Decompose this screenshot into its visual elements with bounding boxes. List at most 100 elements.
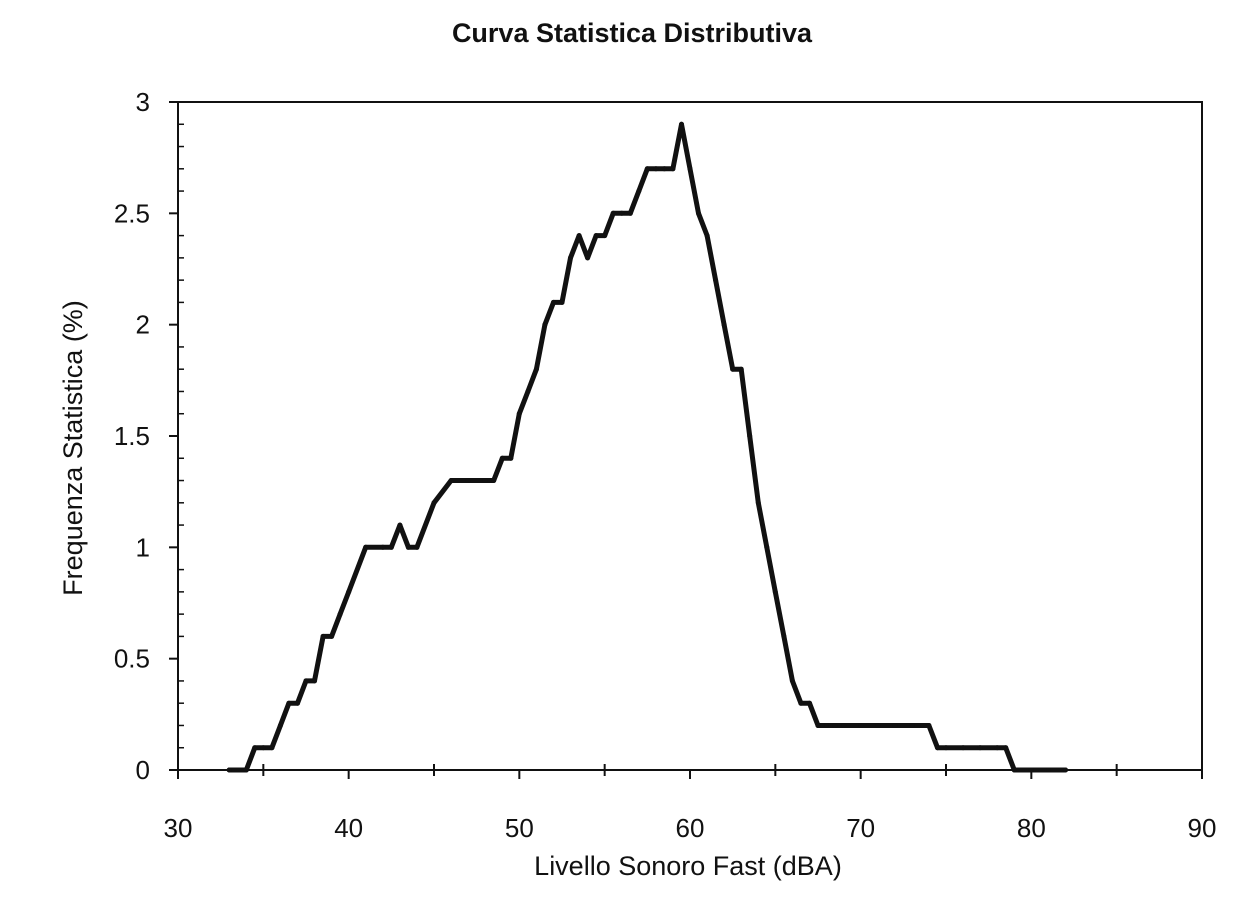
data-point <box>602 233 608 239</box>
data-point <box>935 745 940 751</box>
data-point <box>841 723 847 728</box>
data-point <box>713 277 719 283</box>
data-point <box>482 478 488 483</box>
y-tick-label: 2.5 <box>114 198 150 228</box>
data-point <box>388 544 394 550</box>
x-tick-label: 70 <box>846 813 875 843</box>
data-point <box>627 210 633 216</box>
data-point <box>1011 767 1017 773</box>
data-point <box>670 166 676 172</box>
data-point <box>636 188 642 194</box>
data-point <box>730 366 736 372</box>
x-axis: 30 40 50 60 70 80 90 <box>164 764 1217 843</box>
data-point <box>397 522 403 528</box>
y-axis-label: Frequenza Statistica (%) <box>58 300 88 596</box>
data-point <box>994 745 1000 751</box>
data-point <box>960 745 966 751</box>
data-point <box>585 255 591 261</box>
data-point <box>1045 767 1051 773</box>
data-point <box>568 255 573 261</box>
data-point <box>260 745 266 751</box>
data-point <box>687 166 693 172</box>
data-point <box>738 366 744 372</box>
x-tick-label: 90 <box>1188 813 1217 843</box>
y-tick-label: 0 <box>136 755 150 785</box>
data-point <box>303 678 309 684</box>
data-point <box>465 478 471 483</box>
data-point <box>661 166 667 172</box>
data-point <box>653 166 659 172</box>
data-point <box>824 723 829 728</box>
data-point <box>755 500 761 506</box>
data-point <box>832 723 838 728</box>
y-tick-label: 2 <box>136 310 150 340</box>
plot-area-frame <box>177 101 1203 771</box>
data-point <box>892 723 898 728</box>
data-point <box>764 544 770 550</box>
data-point <box>499 455 505 461</box>
data-point <box>943 745 949 751</box>
x-tick-label: 40 <box>334 813 363 843</box>
data-point <box>380 544 386 550</box>
data-point <box>243 767 249 773</box>
data-point <box>909 723 915 728</box>
x-tick-label: 30 <box>164 813 193 843</box>
data-point <box>533 366 539 372</box>
data-point <box>772 589 778 595</box>
data-point <box>320 633 326 639</box>
data-point <box>286 700 292 706</box>
data-point <box>516 411 522 417</box>
data-point <box>1028 767 1034 773</box>
data-point <box>269 745 275 751</box>
y-axis: 0 0.5 1 1.5 2 2.5 3 <box>114 87 184 785</box>
data-point <box>346 589 352 595</box>
data-point <box>551 299 556 305</box>
y-tick-label: 0.5 <box>114 644 150 674</box>
data-point <box>337 611 343 617</box>
data-point <box>815 723 821 728</box>
y-tick-label: 1.5 <box>114 421 150 451</box>
data-point <box>542 322 548 328</box>
data-point <box>781 633 787 639</box>
data-point <box>798 700 804 706</box>
x-tick-label: 60 <box>676 813 705 843</box>
data-point <box>252 745 258 751</box>
data-point <box>593 233 599 239</box>
data-point <box>926 723 932 728</box>
data-point <box>721 322 727 328</box>
data-point <box>448 478 454 483</box>
y-tick-label: 3 <box>136 87 150 117</box>
data-point <box>414 544 420 550</box>
data-point <box>858 723 864 728</box>
data-point <box>875 723 881 728</box>
data-point <box>619 210 625 216</box>
x-tick-label: 50 <box>505 813 534 843</box>
data-point <box>295 700 300 706</box>
data-point <box>1063 767 1068 773</box>
data-point <box>977 745 983 751</box>
data-point <box>363 544 369 550</box>
data-point <box>644 166 650 172</box>
data-point <box>508 455 514 461</box>
data-point <box>1003 745 1009 751</box>
data-point <box>312 678 317 684</box>
data-point <box>431 500 437 506</box>
series-line-frequency <box>226 121 1068 773</box>
data-point <box>610 210 616 216</box>
data-point <box>559 299 565 305</box>
data-point <box>525 389 531 394</box>
data-points <box>226 121 1068 773</box>
data-point <box>576 233 582 239</box>
y-tick-label: 1 <box>136 532 150 562</box>
x-axis-label: Livello Sonoro Fast (dBA) <box>534 851 842 881</box>
data-point <box>277 723 283 728</box>
chart-title: Curva Statistica Distributiva <box>452 18 813 48</box>
data-point <box>491 478 497 483</box>
data-point <box>807 700 812 706</box>
data-point <box>679 121 684 127</box>
data-point <box>789 678 795 684</box>
data-point <box>329 633 335 639</box>
data-point <box>704 233 710 239</box>
data-point <box>405 544 411 550</box>
